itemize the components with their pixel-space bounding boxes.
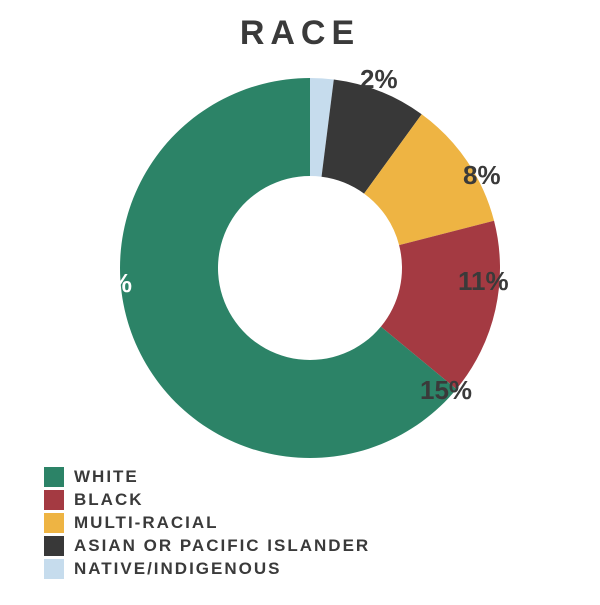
legend-label-black: BLACK — [74, 490, 144, 510]
legend-swatch-white — [44, 467, 64, 487]
legend-swatch-black — [44, 490, 64, 510]
legend-row-black: BLACK — [44, 490, 370, 510]
legend-swatch-asian — [44, 536, 64, 556]
legend: WHITE BLACK MULTI-RACIAL ASIAN OR PACIFIC I… — [44, 464, 370, 582]
slice-label-multi: 11% — [458, 266, 509, 297]
slice-label-white: 64% — [80, 268, 132, 299]
slice-label-black: 15% — [420, 375, 472, 406]
legend-label-native: NATIVE/INDIGENOUS — [74, 559, 281, 579]
legend-label-multi: MULTI-RACIAL — [74, 513, 219, 533]
legend-label-asian: ASIAN OR PACIFIC ISLANDER — [74, 536, 370, 556]
slice-label-asian: 8% — [463, 160, 501, 191]
legend-row-native: NATIVE/INDIGENOUS — [44, 559, 370, 579]
legend-label-white: WHITE — [74, 467, 139, 487]
legend-row-asian: ASIAN OR PACIFIC ISLANDER — [44, 536, 370, 556]
legend-swatch-multi — [44, 513, 64, 533]
slice-label-native: 2% — [360, 64, 398, 95]
legend-row-white: WHITE — [44, 467, 370, 487]
race-donut-chart: { "chart": { "type": "donut", "title": "… — [0, 0, 600, 600]
legend-row-multi: MULTI-RACIAL — [44, 513, 370, 533]
legend-swatch-native — [44, 559, 64, 579]
